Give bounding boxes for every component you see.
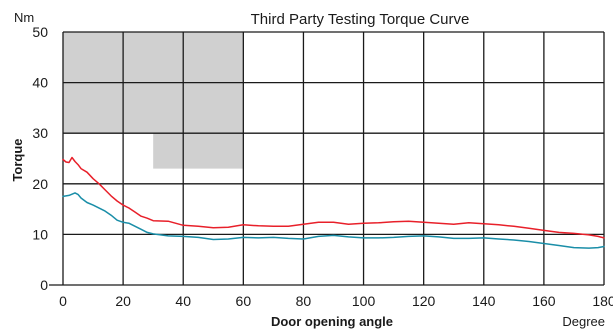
series-lines [62,156,605,249]
x-unit-label: Degree [562,314,605,329]
y-unit-label: Nm [14,10,34,25]
x-tick-label: 80 [296,293,312,309]
y-tick-label: 10 [32,226,48,242]
x-tick-label: 100 [352,293,376,309]
x-tick-label: 120 [412,293,436,309]
x-tick-label: 40 [175,293,191,309]
y-tick-label: 0 [40,277,48,293]
x-tick-label: 0 [59,293,67,309]
tick-labels: 0 10 20 30 40 50 0 20 40 60 80 100 120 140 160 180 [32,24,613,309]
series-line-0 [62,156,605,239]
x-axis-label: Door opening angle [271,314,393,329]
x-tick-label: 180 [592,293,613,309]
x-tick-label: 60 [236,293,252,309]
y-tick-label: 30 [32,125,48,141]
y-tick-label: 20 [32,176,48,192]
y-axis-label: Torque [10,138,25,181]
shaded-regions [63,32,244,169]
chart-title: Third Party Testing Torque Curve [251,11,470,28]
x-tick-label: 160 [532,293,556,309]
series-line-1 [62,192,605,249]
y-tick-label: 50 [32,24,48,40]
y-tick-label: 40 [32,75,48,91]
grid-lines [49,31,605,286]
x-tick-label: 140 [472,293,496,309]
shaded-region-1 [153,133,244,169]
x-tick-label: 20 [115,293,131,309]
